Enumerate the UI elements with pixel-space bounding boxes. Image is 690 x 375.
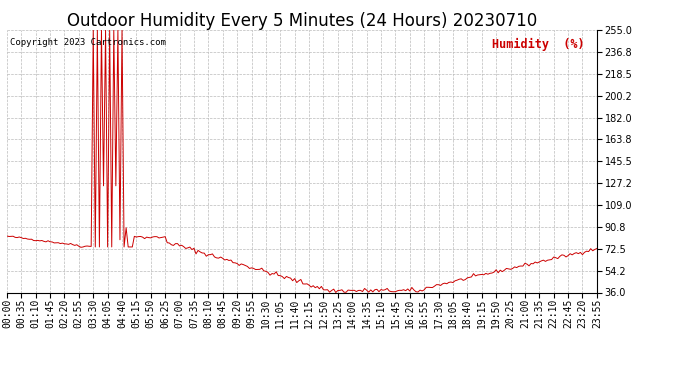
- Title: Outdoor Humidity Every 5 Minutes (24 Hours) 20230710: Outdoor Humidity Every 5 Minutes (24 Hou…: [67, 12, 537, 30]
- Text: Humidity  (%): Humidity (%): [493, 38, 585, 51]
- Text: Copyright 2023 Cartronics.com: Copyright 2023 Cartronics.com: [10, 38, 166, 47]
